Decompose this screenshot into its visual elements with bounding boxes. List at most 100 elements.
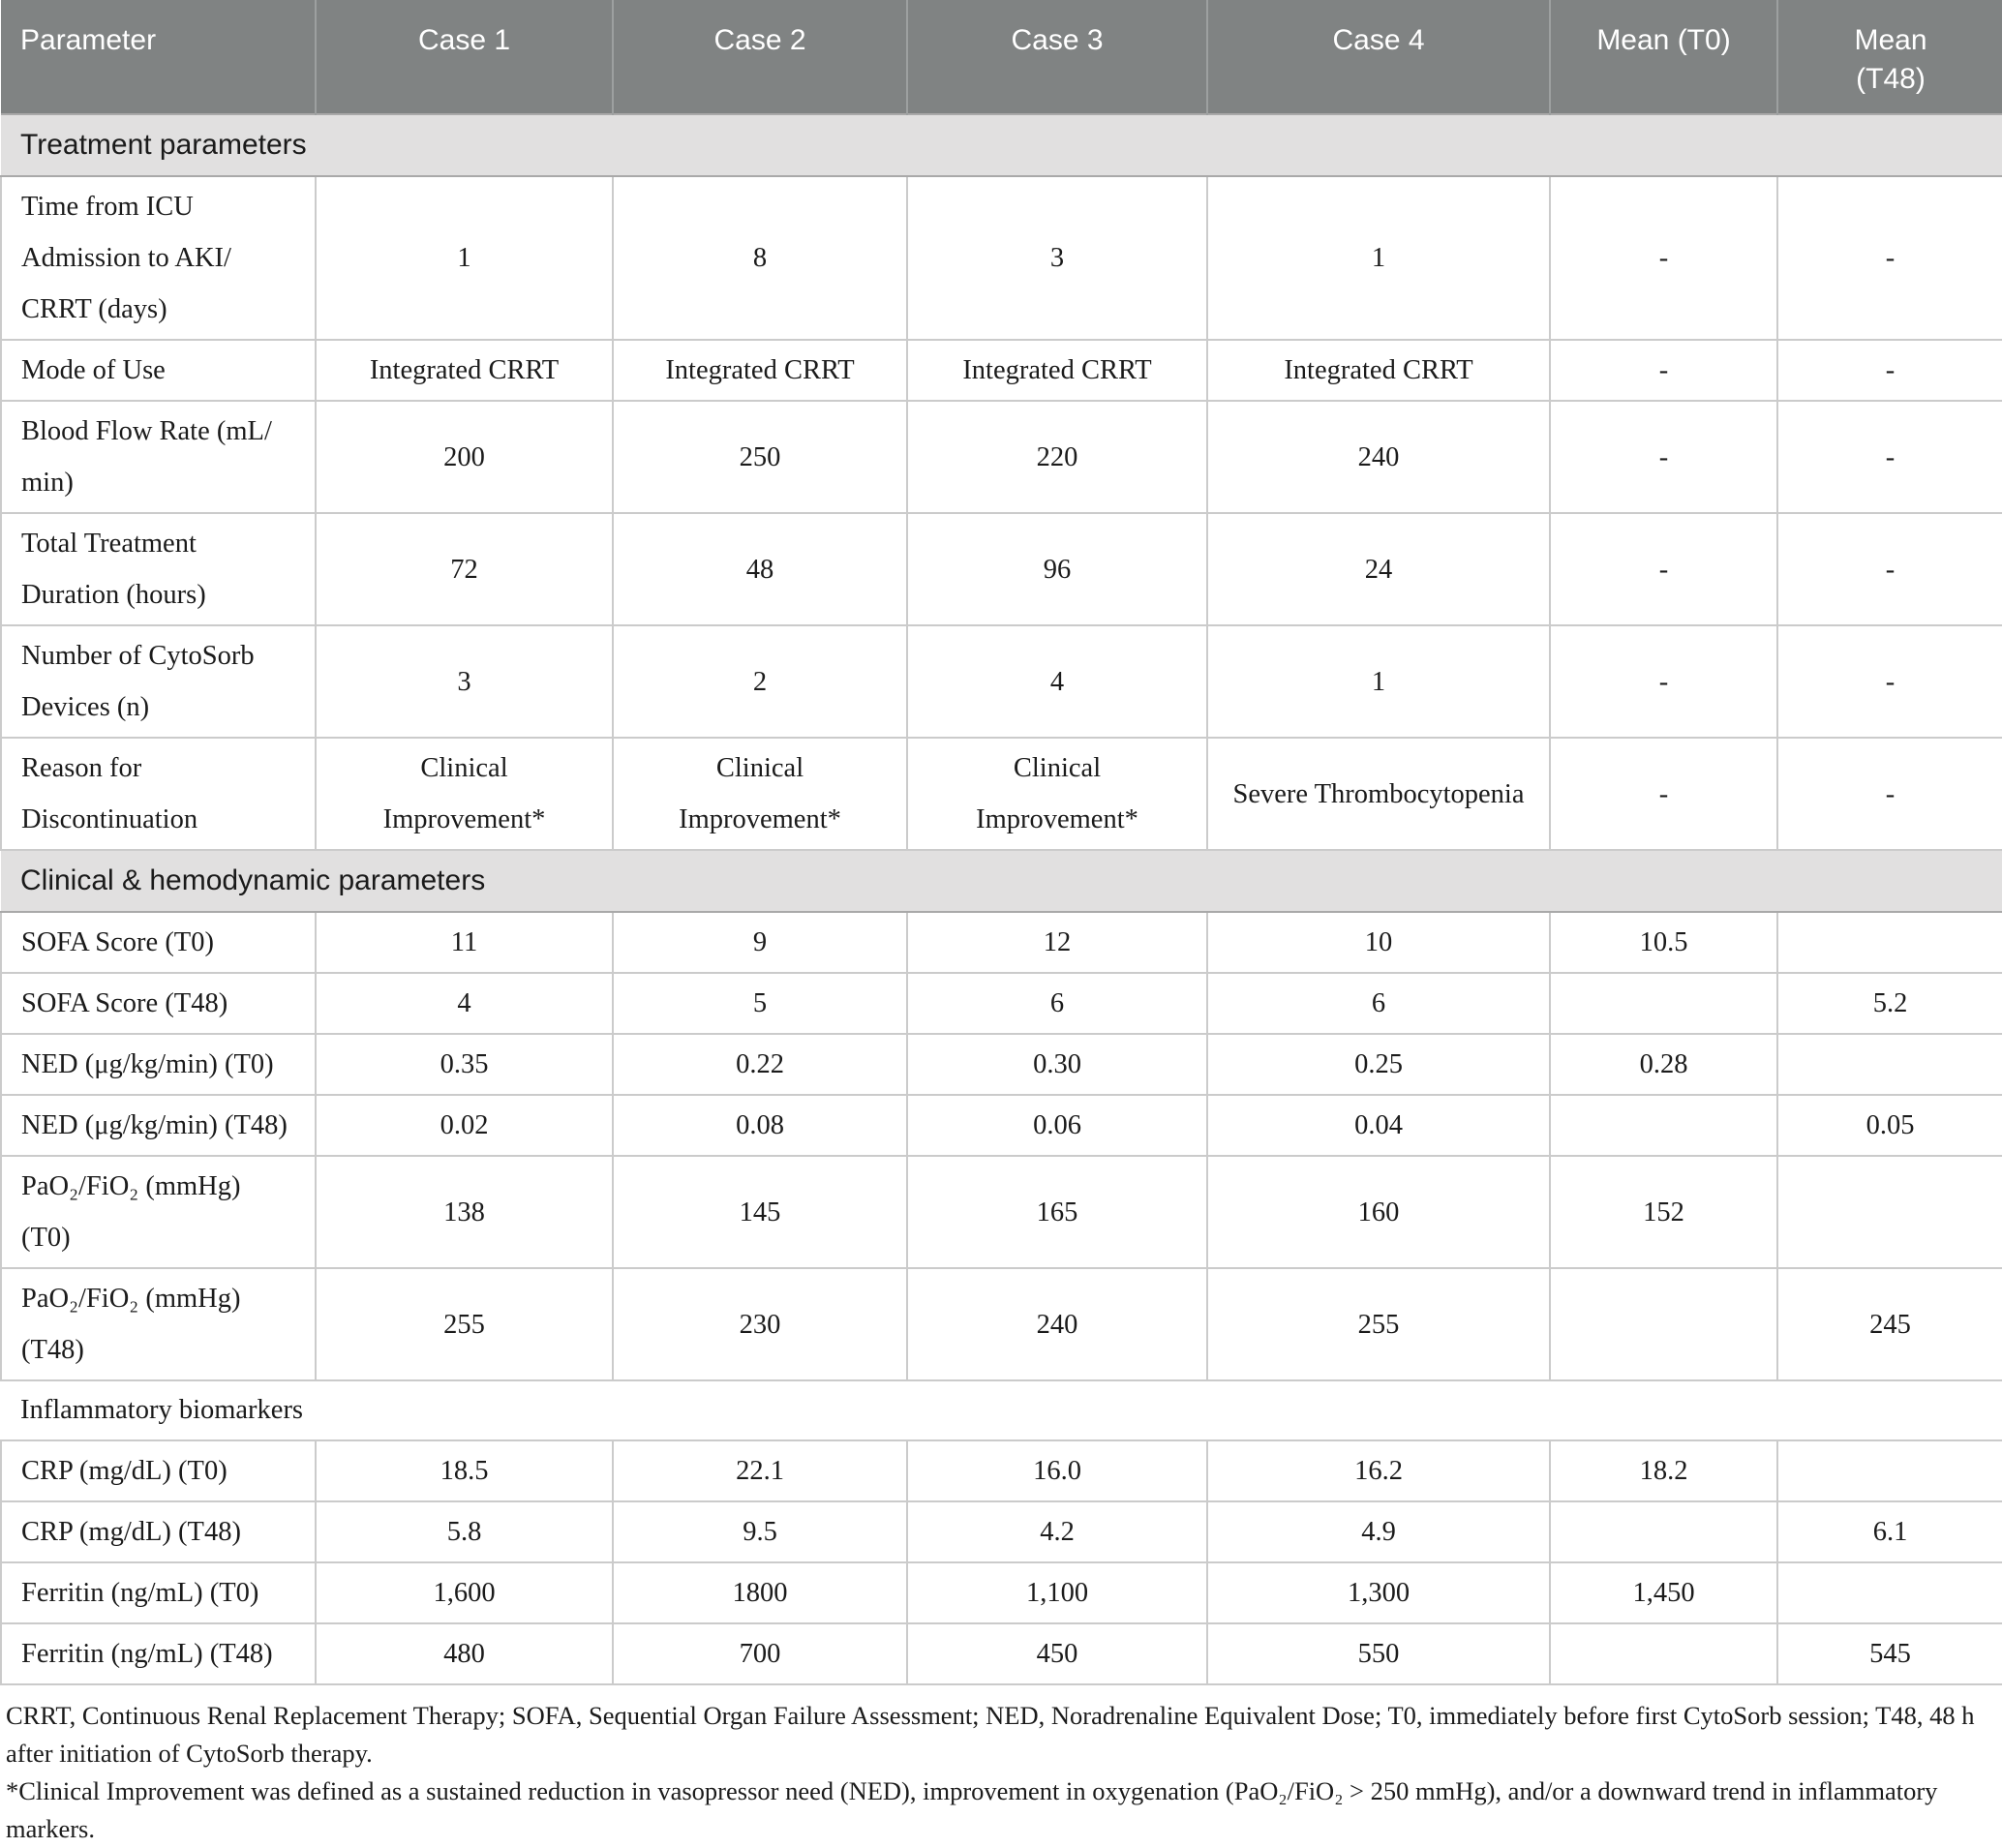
cell-value xyxy=(1776,1033,2002,1096)
cell-value: 5.2 xyxy=(1776,972,2002,1035)
cell-value xyxy=(1776,1439,2002,1502)
cell-value: 9.5 xyxy=(612,1500,908,1563)
cell-value: 240 xyxy=(1206,400,1551,514)
row-label: CRP (mg/dL) (T0) xyxy=(0,1439,317,1502)
cell-value: 10.5 xyxy=(1549,911,1778,974)
section-header-label: Inflammatory biomarkers xyxy=(1,1379,2002,1441)
cell-value xyxy=(1549,1267,1778,1381)
cell-value: - xyxy=(1776,400,2002,514)
table-row: Total Treatment Duration (hours) 72 48 96 24… xyxy=(0,512,2002,626)
cell-value: 6 xyxy=(906,972,1208,1035)
cell-value: 24 xyxy=(1206,512,1551,626)
cell-value: Integrated CRRT xyxy=(315,339,614,402)
cell-value: 4.9 xyxy=(1206,1500,1551,1563)
table-row: CRP (mg/dL) (T48) 5.8 9.5 4.2 4.9 6.1 xyxy=(0,1500,2002,1563)
cell-value: 480 xyxy=(315,1622,614,1685)
table-row: Mode of Use Integrated CRRT Integrated CRR… xyxy=(0,339,2002,402)
cell-value: 450 xyxy=(906,1622,1208,1685)
cell-value: 2 xyxy=(612,624,908,739)
section-header-label: Clinical & hemodynamic parameters xyxy=(1,849,2002,913)
cell-value: 0.22 xyxy=(612,1033,908,1096)
row-label: Number of CytoSorb Devices (n) xyxy=(0,624,317,739)
subsection-row: Inflammatory biomarkers xyxy=(1,1379,2002,1441)
section-row: Treatment parameters xyxy=(1,113,2002,177)
cell-value: 1 xyxy=(1206,624,1551,739)
cell-value: 0.08 xyxy=(612,1094,908,1157)
cell-value: - xyxy=(1549,624,1778,739)
cell-value: 0.30 xyxy=(906,1033,1208,1096)
table-row: CRP (mg/dL) (T0) 18.5 22.1 16.0 16.2 18.2 xyxy=(0,1439,2002,1502)
cell-value: - xyxy=(1549,400,1778,514)
cell-value: - xyxy=(1549,737,1778,851)
cell-value: 10 xyxy=(1206,911,1551,974)
cell-value: 4 xyxy=(906,624,1208,739)
cell-value: 152 xyxy=(1549,1155,1778,1269)
cell-value: 4.2 xyxy=(906,1500,1208,1563)
header-row: Parameter Case 1 Case 2 Case 3 Case 4 Me… xyxy=(1,0,2002,114)
cell-value: Clinical Improvement* xyxy=(315,737,614,851)
cell-value: 550 xyxy=(1206,1622,1551,1685)
cell-value: 145 xyxy=(612,1155,908,1269)
row-label: CRP (mg/dL) (T48) xyxy=(0,1500,317,1563)
parameters-table: Parameter Case 1 Case 2 Case 3 Case 4 Me… xyxy=(0,0,2002,1685)
cell-value: 0.05 xyxy=(1776,1094,2002,1157)
cell-value: 5 xyxy=(612,972,908,1035)
table-row: NED (μg/kg/min) (T48) 0.02 0.08 0.06 0.04 0.0… xyxy=(0,1094,2002,1157)
table-row: Reason for Discontinuation Clinical Impro… xyxy=(0,737,2002,851)
cell-value: - xyxy=(1549,175,1778,341)
table-row: PaO₂/FiO₂ (mmHg) (T0) 138 145 165 160 152 xyxy=(0,1155,2002,1269)
cell-value: 250 xyxy=(612,400,908,514)
row-label: Reason for Discontinuation xyxy=(0,737,317,851)
cell-value: 700 xyxy=(612,1622,908,1685)
cell-value: 16.0 xyxy=(906,1439,1208,1502)
row-label: Total Treatment Duration (hours) xyxy=(0,512,317,626)
cell-value: 1 xyxy=(1206,175,1551,341)
cell-value: 1,600 xyxy=(315,1561,614,1624)
table-row: Number of CytoSorb Devices (n) 3 2 4 1- - xyxy=(0,624,2002,739)
cell-value: - xyxy=(1776,339,2002,402)
cell-value xyxy=(1549,1500,1778,1563)
table-footnotes: CRRT, Continuous Renal Replacement Thera… xyxy=(0,1685,2002,1848)
cell-value: 6.1 xyxy=(1776,1500,2002,1563)
cell-value: - xyxy=(1549,512,1778,626)
cell-value: 255 xyxy=(1206,1267,1551,1381)
cell-value: 0.25 xyxy=(1206,1033,1551,1096)
row-label: Ferritin (ng/mL) (T48) xyxy=(0,1622,317,1685)
column-header-case-4: Case 4 xyxy=(1207,0,1551,114)
row-label: PaO₂/FiO₂ (mmHg) (T0) xyxy=(0,1155,317,1269)
row-label: Mode of Use xyxy=(0,339,317,402)
cell-value: 0.28 xyxy=(1549,1033,1778,1096)
cell-value: 160 xyxy=(1206,1155,1551,1269)
cell-value xyxy=(1776,911,2002,974)
cell-value: 220 xyxy=(906,400,1208,514)
row-label: Ferritin (ng/mL) (T0) xyxy=(0,1561,317,1624)
table-row: Time from ICU Admission to AKI/ CRRT (da… xyxy=(0,175,2002,341)
cell-value: 1,300 xyxy=(1206,1561,1551,1624)
cell-value: 0.04 xyxy=(1206,1094,1551,1157)
cell-value: 4 xyxy=(315,972,614,1035)
cell-value: Integrated CRRT xyxy=(1206,339,1551,402)
cell-value xyxy=(1776,1155,2002,1269)
cell-value: 255 xyxy=(315,1267,614,1381)
cell-value: 5.8 xyxy=(315,1500,614,1563)
cell-value: 245 xyxy=(1776,1267,2002,1381)
table-row: PaO₂/FiO₂ (mmHg) (T48) 255 230 240 255 245 xyxy=(0,1267,2002,1381)
cell-value: - xyxy=(1776,737,2002,851)
table-row: SOFA Score (T0) 11 9 12 10 10.5 xyxy=(0,911,2002,974)
table-row: NED (μg/kg/min) (T0) 0.35 0.22 0.30 0.25 0.28 xyxy=(0,1033,2002,1096)
cell-value xyxy=(1549,1094,1778,1157)
cell-value xyxy=(1549,972,1778,1035)
table-body: Treatment parameters Time from ICU Admiss… xyxy=(0,113,2002,1685)
cell-value: Clinical Improvement* xyxy=(906,737,1208,851)
cell-value: 1800 xyxy=(612,1561,908,1624)
section-header-label: Treatment parameters xyxy=(1,113,2002,177)
table-row: Ferritin (ng/mL) (T48) 480 700 450 550 545 xyxy=(0,1622,2002,1685)
row-label: SOFA Score (T48) xyxy=(0,972,317,1035)
footnote-clinical-improvement: *Clinical Improvement was defined as a s… xyxy=(6,1776,1938,1843)
cell-value: 48 xyxy=(612,512,908,626)
row-label: Blood Flow Rate (mL/ min) xyxy=(0,400,317,514)
cell-value: 18.5 xyxy=(315,1439,614,1502)
row-label: NED (μg/kg/min) (T0) xyxy=(0,1033,317,1096)
column-header-mean-t0: Mean (T0) xyxy=(1550,0,1778,114)
